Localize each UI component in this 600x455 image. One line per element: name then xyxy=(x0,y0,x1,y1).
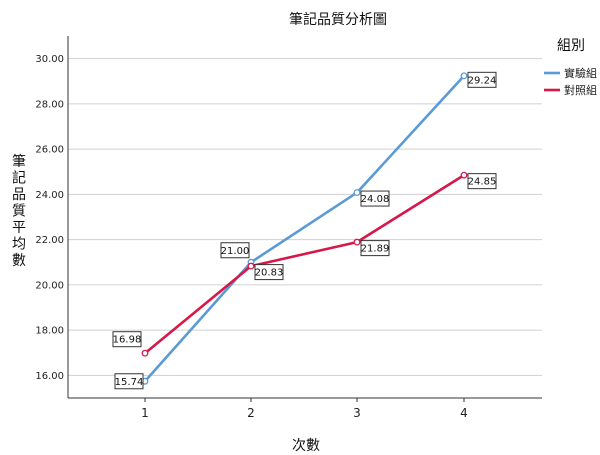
x-tick-label: 3 xyxy=(353,406,361,420)
x-tick-label: 4 xyxy=(460,406,468,420)
axes xyxy=(67,36,542,399)
x-tick-labels: 1 2 3 4 xyxy=(141,398,468,420)
data-label-box xyxy=(220,242,250,259)
y-axis-title-char: 平 xyxy=(12,220,26,236)
data-label: 24.85 xyxy=(468,177,497,188)
data-label-box xyxy=(254,264,284,281)
data-labels: 15.74 21.00 24.08 29.24 16.98 20.83 21.89 24.85 xyxy=(112,71,497,390)
data-label-box xyxy=(360,190,390,207)
series-line xyxy=(144,74,465,383)
y-tick-label: 24.00 xyxy=(35,190,64,201)
x-tick-label: 2 xyxy=(247,406,255,420)
y-tick-label: 18.00 xyxy=(35,326,64,337)
legend-label: 實驗組 xyxy=(564,66,597,80)
y-axis-title-char: 均 xyxy=(12,237,26,253)
x-axis-title: 次數 xyxy=(292,438,320,454)
y-tick-label: 28.00 xyxy=(35,99,64,110)
y-axis-title-char: 品 xyxy=(12,187,26,203)
series-lines xyxy=(141,72,468,385)
data-point xyxy=(460,171,468,179)
y-axis-title-char: 數 xyxy=(12,253,26,269)
y-tick-label: 16.00 xyxy=(35,371,64,382)
y-tick-label: 30.00 xyxy=(35,54,64,65)
y-axis-title: 筆記品質平均數 xyxy=(12,154,26,269)
y-tick-label: 20.00 xyxy=(35,280,64,291)
data-point xyxy=(460,72,468,80)
data-label: 21.00 xyxy=(221,246,250,257)
gridlines xyxy=(68,58,542,376)
data-point xyxy=(247,262,255,270)
data-label: 24.08 xyxy=(361,194,390,205)
y-tick-label: 26.00 xyxy=(35,145,64,156)
data-label-box xyxy=(360,240,390,257)
legend-label: 對照組 xyxy=(564,83,597,97)
y-tick-label: 22.00 xyxy=(35,235,64,246)
series-line xyxy=(144,174,465,355)
data-label: 15.74 xyxy=(115,377,144,388)
data-label-box xyxy=(114,373,144,390)
data-point xyxy=(353,189,361,197)
chart-title: 筆記品質分析圖 xyxy=(289,11,387,28)
data-label-box xyxy=(467,173,497,190)
data-label-box xyxy=(467,71,497,88)
data-label: 29.24 xyxy=(468,75,497,86)
data-label-box xyxy=(112,331,142,348)
y-axis-title-char: 記 xyxy=(12,170,26,187)
legend-title: 組別 xyxy=(557,38,585,54)
data-point xyxy=(141,349,149,357)
y-axis-title-char: 筆 xyxy=(12,154,26,170)
data-point xyxy=(353,238,361,246)
data-label: 20.83 xyxy=(255,268,284,279)
data-label: 16.98 xyxy=(113,335,142,346)
y-tick-labels: 16.00 18.00 20.00 22.00 24.00 26.00 28.00 30.00 xyxy=(35,54,64,382)
data-label: 21.89 xyxy=(361,244,390,255)
y-axis-title-char: 質 xyxy=(12,204,26,220)
x-tick-label: 1 xyxy=(141,406,149,420)
